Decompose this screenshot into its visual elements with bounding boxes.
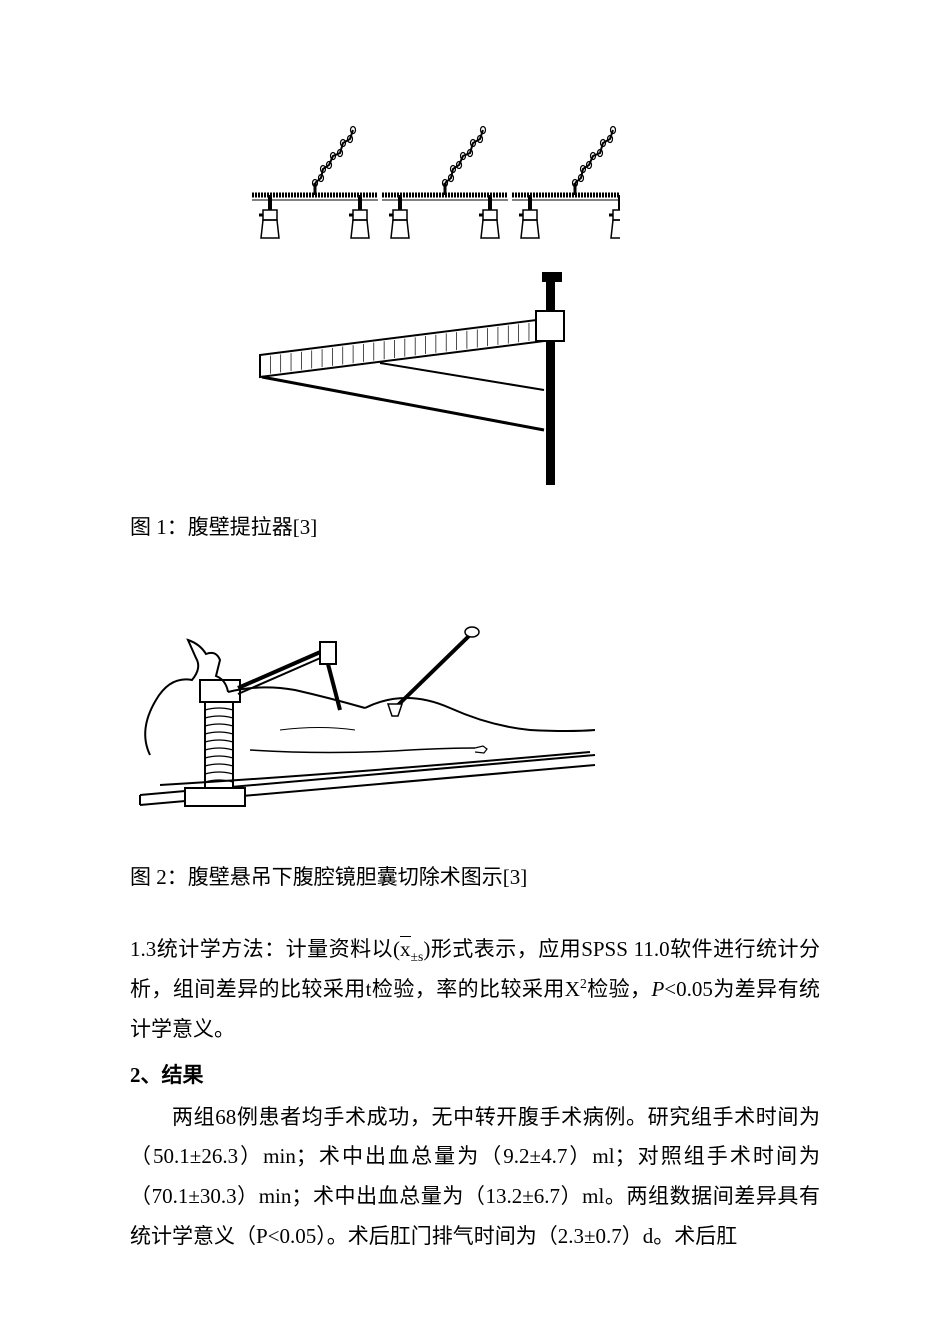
p-variable: P bbox=[651, 977, 664, 1001]
page-content: 图 1：腹壁提拉器[3] 图 2：腹壁悬吊下腹腔镜胆囊切除术图示[3] 1.3统… bbox=[0, 0, 950, 1297]
results-paragraph: 两组68例患者均手术成功，无中转开腹手术病例。研究组手术时间为（50.1±26.… bbox=[130, 1098, 820, 1258]
figure-2 bbox=[130, 580, 820, 840]
figure-2-caption: 图 2：腹壁悬吊下腹腔镜胆囊切除术图示[3] bbox=[130, 858, 820, 898]
figure-2-svg bbox=[130, 580, 600, 840]
figure-1-svg bbox=[180, 100, 620, 490]
stats-paragraph: 1.3统计学方法：计量资料以(x±s)形式表示，应用SPSS 11.0软件进行统… bbox=[130, 930, 820, 1050]
figure-1 bbox=[180, 100, 820, 490]
figure-1-caption: 图 1：腹壁提拉器[3] bbox=[130, 508, 820, 548]
results-heading: 2、结果 bbox=[130, 1056, 820, 1096]
